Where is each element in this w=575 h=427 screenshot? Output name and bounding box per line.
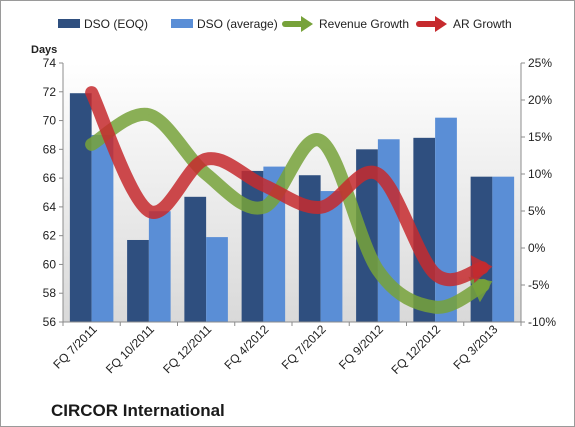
legend-arrow-revenue-growth [301, 16, 313, 32]
y-tick-label-5: 64 [43, 200, 57, 214]
y-tick-label-4: 66 [43, 171, 57, 185]
legend-arrow-ar-growth [435, 16, 447, 32]
legend-label-revenue-growth: Revenue Growth [319, 17, 409, 31]
bar-dso-average-0 [91, 134, 114, 322]
point-ar-growth-7 [492, 266, 494, 268]
x-tick-label-5: FQ 9/2012 [336, 322, 386, 372]
point-revenue-growth-1 [148, 114, 150, 116]
point-revenue-growth-4 [320, 140, 322, 142]
point-ar-growth-2 [205, 158, 207, 160]
y2-tick-label-5: 0% [528, 241, 546, 255]
bar-dso-average-1 [148, 211, 171, 322]
point-revenue-growth-2 [205, 173, 207, 175]
bar-dso-eoq-0 [69, 93, 92, 322]
bar-dso-average-4 [320, 191, 343, 322]
bar-dso-eoq-1 [127, 239, 149, 322]
y-tick-label-3: 68 [43, 142, 57, 156]
point-ar-growth-6 [434, 273, 436, 275]
y-tick-label-9: 56 [43, 315, 57, 329]
line-ar-growth [85, 86, 489, 287]
bar-dso-eoq-2 [184, 196, 207, 322]
y2-tick-label-3: 10% [528, 167, 552, 181]
legend: DSO (EOQ) DSO (average) Revenue Growth AR G… [58, 16, 512, 32]
arrowhead-ar-growth [470, 255, 493, 283]
right-axis-ticks: 25% 20% 15% 10% 5% 0% -5% -10% [521, 56, 556, 329]
point-ar-growth-5 [377, 173, 379, 175]
y-tick-label-7: 60 [43, 257, 57, 271]
point-ar-growth-0 [91, 92, 93, 94]
x-tick-label-1: FQ 10/2011 [103, 322, 157, 376]
legend-label-dso-average-: DSO (average) [197, 17, 278, 31]
point-revenue-growth-6 [434, 306, 436, 308]
point-revenue-growth-3 [263, 207, 265, 209]
y2-tick-label-0: 25% [528, 56, 552, 70]
y-tick-label-0: 74 [43, 56, 57, 70]
bar-dso-average-6 [435, 117, 457, 322]
y-tick-label-2: 70 [43, 114, 57, 128]
x-tick-label-3: FQ 4/2012 [222, 322, 272, 372]
line-revenue-growth [85, 107, 490, 314]
y-tick-label-1: 72 [43, 85, 57, 99]
y-tick-label-8: 58 [43, 286, 57, 300]
point-revenue-growth-7 [492, 281, 494, 283]
y-tick-label-6: 62 [43, 229, 57, 243]
point-ar-growth-1 [148, 210, 150, 212]
y2-tick-label-4: 5% [528, 204, 546, 218]
x-tick-label-6: FQ 12/2012 [389, 322, 444, 377]
bar-dso-eoq-3 [241, 170, 264, 322]
point-revenue-growth-0 [91, 144, 93, 146]
x-axis-ticks: FQ 7/2011 FQ 10/2011 FQ 12/2011 FQ 4/2012 FQ… [50, 322, 522, 377]
x-tick-label-7: FQ 3/2013 [451, 322, 501, 372]
legend-label-dso-eoq-: DSO (EOQ) [84, 17, 148, 31]
point-revenue-growth-5 [377, 269, 379, 271]
x-tick-label-2: FQ 12/2011 [160, 322, 214, 376]
legend-swatch-dso-eoq- [58, 19, 80, 28]
y2-tick-label-7: -10% [528, 315, 556, 329]
bar-dso-eoq-4 [298, 175, 321, 322]
bar-dso-average-2 [206, 237, 228, 322]
x-tick-label-0: FQ 7/2011 [50, 322, 100, 372]
y2-tick-label-2: 15% [528, 130, 552, 144]
point-ar-growth-3 [263, 184, 265, 186]
y2-tick-label-6: -5% [528, 278, 550, 292]
arrowhead-revenue-growth [468, 276, 493, 303]
lines-layer [85, 86, 494, 314]
point-ar-growth-4 [320, 207, 322, 209]
x-tick-label-4: FQ 7/2012 [279, 322, 329, 372]
bar-dso-eoq-7 [470, 176, 493, 322]
y-axis-title: Days [31, 44, 57, 56]
legend-swatch-dso-average- [171, 19, 193, 28]
bar-dso-average-7 [492, 176, 515, 322]
legend-label-ar-growth: AR Growth [453, 17, 512, 31]
left-axis-ticks: 74 72 70 68 66 64 62 60 58 56 [43, 56, 63, 329]
company-label: CIRCOR International [51, 401, 225, 420]
y2-tick-label-1: 20% [528, 93, 552, 107]
